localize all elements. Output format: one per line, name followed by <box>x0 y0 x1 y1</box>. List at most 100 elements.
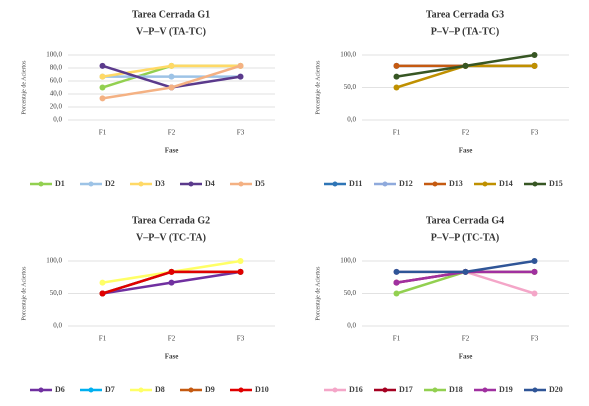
legend-marker <box>482 181 488 187</box>
legend-label: D1 <box>55 179 65 188</box>
y-axis-label: Porcentaje de Aciertos <box>21 266 27 321</box>
legend-marker <box>238 387 244 393</box>
legend-marker <box>382 387 388 393</box>
chart-panel: Tarea Cerrada G3 P–V–P (TA-TC) 0,0 50,0 100,… <box>315 9 569 188</box>
y-tick-label: 50,0 <box>344 83 357 91</box>
legend-marker <box>138 387 144 393</box>
legend-label: D6 <box>55 385 65 394</box>
legend-label: D13 <box>449 179 463 188</box>
chart-subtitle: P–V–P (TC-TA) <box>431 232 499 243</box>
y-axis-label: Porcentaje de Aciertos <box>21 60 27 115</box>
chart-panel: Tarea Cerrada G2 V–P–V (TC-TA) 0,0 50,0 100,… <box>21 215 275 394</box>
x-axis-label: Fase <box>165 147 179 155</box>
legend-label: D18 <box>449 385 463 394</box>
legend-marker <box>188 181 194 187</box>
legend-marker <box>332 387 338 393</box>
x-tick-label: F1 <box>99 335 107 343</box>
y-tick-label: 100,0 <box>340 257 356 265</box>
x-axis-label: Fase <box>459 147 473 155</box>
data-point <box>393 84 400 91</box>
x-tick-label: F2 <box>168 129 176 137</box>
legend-label: D9 <box>205 385 215 394</box>
data-point <box>393 268 400 275</box>
data-point <box>531 268 538 275</box>
legend-marker <box>532 387 538 393</box>
legend-marker <box>382 181 388 187</box>
legend-label: D7 <box>105 385 115 394</box>
legend-marker <box>188 387 194 393</box>
data-point <box>168 84 175 91</box>
legend-label: D20 <box>549 385 563 394</box>
y-tick-label: 50,0 <box>344 289 357 297</box>
x-tick-label: F1 <box>393 129 401 137</box>
data-point <box>168 279 175 286</box>
x-tick-label: F2 <box>462 335 470 343</box>
data-point <box>99 290 106 297</box>
legend-marker <box>38 181 44 187</box>
x-tick-label: F1 <box>393 335 401 343</box>
data-point <box>237 73 244 80</box>
data-point <box>237 268 244 275</box>
legend-label: D11 <box>349 179 362 188</box>
data-point <box>168 62 175 69</box>
data-point <box>99 95 106 102</box>
chart-subtitle: P–V–P (TA-TC) <box>431 26 499 37</box>
x-tick-label: F3 <box>237 335 245 343</box>
series-line <box>396 270 535 295</box>
legend-label: D15 <box>549 179 563 188</box>
data-point <box>237 258 244 264</box>
chart-title: Tarea Cerrada G3 <box>426 9 504 20</box>
legend-marker <box>238 181 244 187</box>
legend-marker <box>38 387 44 393</box>
y-axis-label: Porcentaje de Aciertos <box>315 266 321 321</box>
legend-label: D8 <box>155 385 165 394</box>
data-point <box>168 268 175 275</box>
legend-label: D17 <box>399 385 413 394</box>
chart-panel: Tarea Cerrada G4 P–V–P (TC-TA) 0,0 50,0 100,… <box>315 215 569 394</box>
data-point <box>462 62 469 69</box>
legend-marker <box>332 181 338 187</box>
chart-title: Tarea Cerrada G1 <box>132 9 210 20</box>
data-point <box>393 290 400 297</box>
x-tick-label: F2 <box>168 335 176 343</box>
data-point <box>462 268 469 275</box>
x-tick-label: F1 <box>99 129 107 137</box>
chart-subtitle: V–P–V (TC-TA) <box>136 232 206 243</box>
y-tick-label: 100,0 <box>46 51 62 59</box>
series-line <box>396 64 535 89</box>
series-line <box>396 270 535 295</box>
data-point <box>531 62 538 69</box>
chart-title: Tarea Cerrada G4 <box>426 215 504 226</box>
y-tick-label: 40,0 <box>50 90 63 98</box>
x-tick-label: F3 <box>237 129 245 137</box>
legend-marker <box>482 387 488 393</box>
legend-marker <box>88 181 94 187</box>
legend-label: D14 <box>499 179 513 188</box>
data-point <box>99 84 106 91</box>
y-tick-label: 80,0 <box>50 64 63 72</box>
legend-marker <box>88 387 94 393</box>
legend-label: D3 <box>155 179 165 188</box>
data-point <box>393 62 400 69</box>
data-point <box>168 73 175 80</box>
y-tick-label: 0,0 <box>53 116 62 124</box>
y-tick-label: 0,0 <box>347 116 356 124</box>
x-tick-label: F3 <box>531 335 539 343</box>
chart-subtitle: V–P–V (TA-TC) <box>136 26 206 37</box>
y-axis-label: Porcentaje de Aciertos <box>315 60 321 115</box>
y-tick-label: 0,0 <box>347 322 356 330</box>
chart-title: Tarea Cerrada G2 <box>132 215 210 226</box>
x-tick-label: F2 <box>462 129 470 137</box>
legend-label: D12 <box>399 179 413 188</box>
legend-marker <box>432 181 438 187</box>
legend-label: D10 <box>255 385 269 394</box>
y-tick-label: 20,0 <box>50 103 63 111</box>
y-tick-label: 0,0 <box>53 322 62 330</box>
y-tick-label: 50,0 <box>50 289 63 297</box>
data-point <box>99 279 106 286</box>
data-point <box>531 290 538 297</box>
data-point <box>393 279 400 286</box>
x-tick-label: F3 <box>531 129 539 137</box>
x-axis-label: Fase <box>459 353 473 361</box>
